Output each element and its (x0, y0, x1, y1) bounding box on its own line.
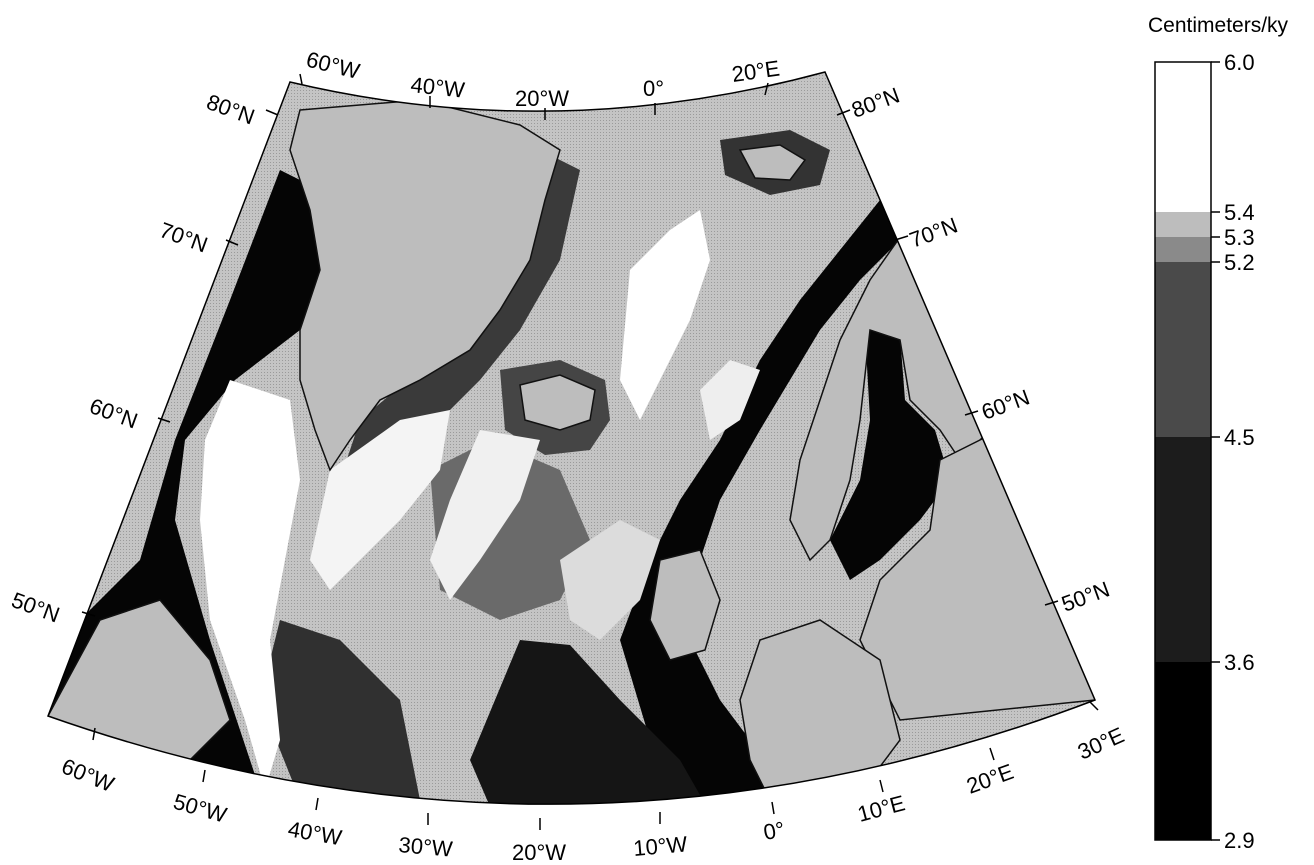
nordic-white-band (620, 210, 710, 420)
norway-edge-white-band (700, 360, 760, 440)
colorbar-bin (1155, 437, 1211, 662)
colorbar-tick-label: 5.4 (1224, 200, 1255, 225)
colorbar-ticks (1211, 61, 1220, 841)
top-lon-label: 20°E (730, 56, 781, 87)
top-lon-label: 0° (643, 76, 664, 101)
colorbar-bin (1155, 212, 1211, 237)
right-lat-label: 80°N (848, 82, 903, 122)
greenland-landmass (289, 99, 561, 472)
left-lat-label: 80°N (203, 89, 258, 129)
labrador-white-band (200, 380, 300, 790)
colorbar-tick-label: 5.2 (1224, 250, 1255, 275)
irminger-white-band (310, 410, 450, 590)
bottom-lon-label: 40°W (286, 816, 344, 850)
bottom-lon-label: 30°E (1074, 722, 1128, 764)
norwegian-dark-region (620, 200, 905, 805)
top-lon-label: 20°W (515, 86, 569, 111)
map-ticks (81, 73, 1099, 830)
southwest-dark-region (260, 620, 420, 800)
bottom-lon-label: 0° (762, 817, 787, 845)
top-lon-label: 40°W (409, 72, 466, 103)
bottom-lon-label: 20°E (963, 759, 1017, 799)
bottom-lon-label: 30°W (398, 832, 454, 862)
colorbar-title: Centimeters/ky (1148, 14, 1289, 37)
colorbar-bin (1155, 237, 1211, 262)
bottom-lon-label: 10°W (632, 831, 688, 861)
top-lon-label: 60°W (304, 47, 363, 84)
colorbar-tick-label: 3.6 (1224, 650, 1255, 675)
colorbar-bin (1155, 662, 1211, 840)
colorbar-tick-label: 2.9 (1224, 828, 1255, 853)
deep-atlantic-dark-region (470, 640, 720, 805)
colorbar-frame (1154, 61, 1212, 841)
east-atlantic-light-band (560, 520, 660, 640)
bottom-lon-label: 50°W (171, 789, 230, 828)
left-lat-label: 70°N (156, 217, 211, 257)
colorbar-bin (1155, 62, 1211, 212)
right-lat-label: 50°N (1058, 576, 1113, 616)
colorbar-tick-label: 6.0 (1224, 50, 1255, 75)
british-isles-landmass (649, 549, 721, 661)
iceland-landmass (519, 374, 596, 431)
bottom-lon-label: 60°W (58, 753, 118, 797)
left-lat-label: 50°N (8, 587, 63, 627)
right-lat-label: 60°N (978, 384, 1033, 424)
colorbar-bin (1155, 262, 1211, 437)
bottom-lon-label: 10°E (855, 790, 908, 827)
colorbar: 6.0 5.4 5.3 5.2 4.5 3.6 2.9 (1154, 50, 1255, 853)
baltic-dark-region (830, 330, 950, 580)
left-lat-label: 60°N (86, 393, 141, 433)
svalbard-landmass (738, 144, 807, 181)
map-frame (47, 71, 1096, 805)
colorbar-tick-label: 5.3 (1224, 225, 1255, 250)
right-lat-label: 70°N (906, 212, 961, 252)
reykjanes-white-band (430, 430, 540, 600)
bottom-lon-label: 20°W (512, 840, 566, 865)
colorbar-tick-label: 4.5 (1224, 425, 1255, 450)
